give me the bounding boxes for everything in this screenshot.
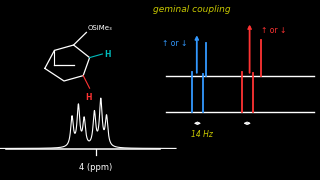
Text: OSiMe₃: OSiMe₃ bbox=[88, 25, 113, 31]
Text: 14 Hz: 14 Hz bbox=[191, 130, 213, 139]
Text: ↑ or ↓: ↑ or ↓ bbox=[162, 39, 187, 48]
Text: ↑ or ↓: ↑ or ↓ bbox=[261, 26, 286, 35]
Text: H: H bbox=[85, 93, 91, 102]
Text: 4 (ppm): 4 (ppm) bbox=[79, 163, 113, 172]
Text: H: H bbox=[104, 50, 110, 59]
Text: geminal coupling: geminal coupling bbox=[153, 5, 231, 14]
